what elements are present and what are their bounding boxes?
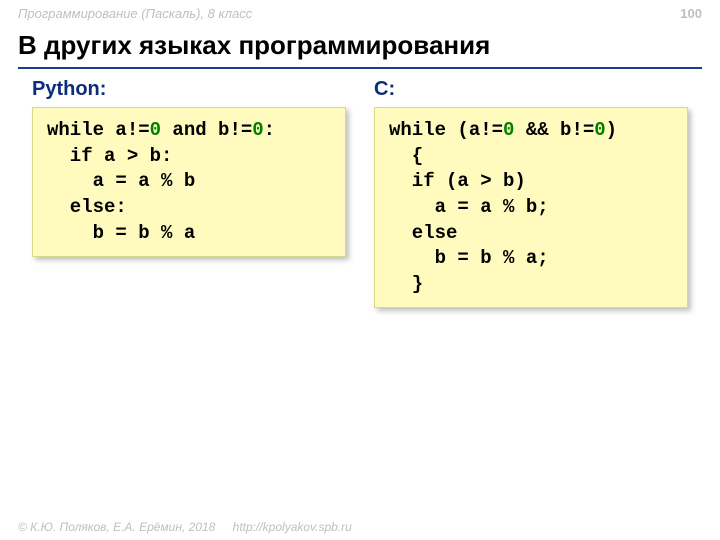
column-python: Python: while a!=0 and b!=0: if a > b: a…	[32, 78, 346, 308]
page-number: 100	[680, 6, 702, 21]
label-c: С:	[374, 78, 688, 101]
label-python: Python:	[32, 78, 346, 101]
footer-copyright: © К.Ю. Поляков, Е.А. Ерёмин, 2018	[18, 520, 215, 534]
columns: Python: while a!=0 and b!=0: if a > b: a…	[32, 78, 688, 308]
column-c: С: while (a!=0 && b!=0) { if (a > b) a =…	[374, 78, 688, 308]
code-c: while (a!=0 && b!=0) { if (a > b) a = a …	[374, 107, 688, 308]
footer: © К.Ю. Поляков, Е.А. Ерёмин, 2018 http:/…	[18, 520, 352, 534]
code-python: while a!=0 and b!=0: if a > b: a = a % b…	[32, 107, 346, 257]
footer-url: http://kpolyakov.spb.ru	[233, 520, 352, 534]
course-label: Программирование (Паскаль), 8 класс	[18, 6, 252, 21]
page-title: В других языках программирования	[18, 30, 702, 69]
top-bar: Программирование (Паскаль), 8 класс 100	[18, 6, 702, 21]
